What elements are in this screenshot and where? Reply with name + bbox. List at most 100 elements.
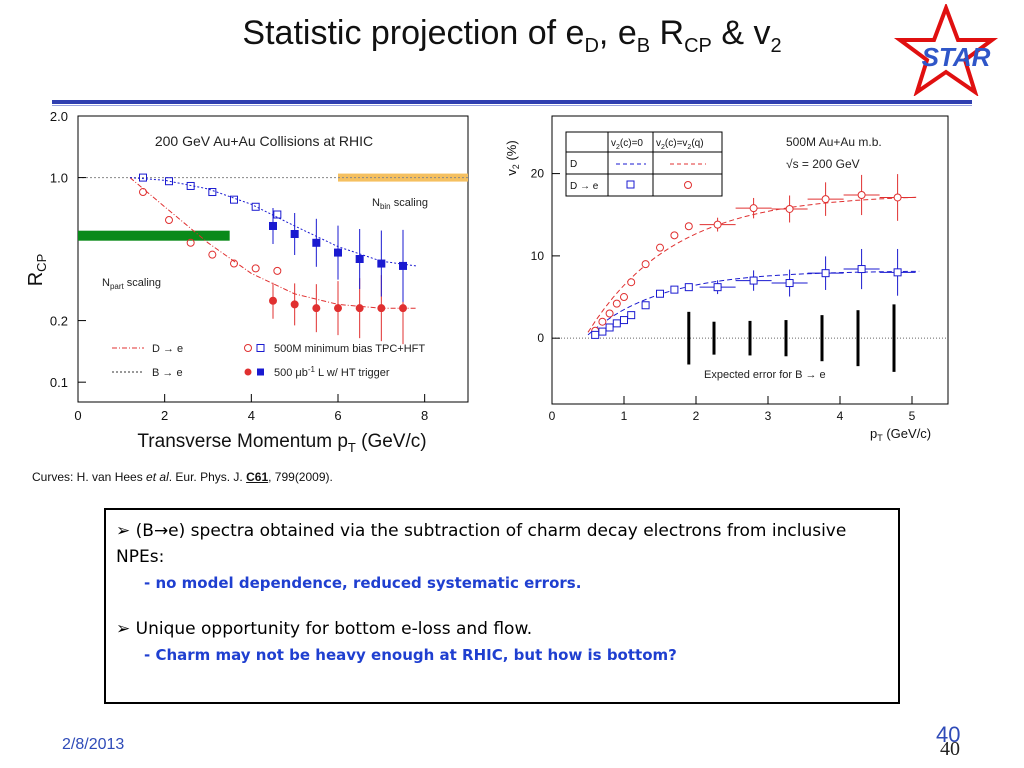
v2-annotation2: √s = 200 GeV bbox=[786, 157, 860, 171]
rcp-legend-filled-red bbox=[244, 368, 252, 376]
rcp-point bbox=[139, 188, 147, 197]
v2-xtick-label: 4 bbox=[837, 409, 844, 423]
v2-point bbox=[656, 289, 664, 298]
rcp-xtick-label: 0 bbox=[74, 408, 81, 423]
v2-xtick-label: 3 bbox=[765, 409, 772, 423]
rcp-point bbox=[230, 195, 238, 204]
rcp-point bbox=[290, 229, 299, 238]
rcp-point bbox=[273, 266, 282, 275]
v2-point bbox=[620, 293, 628, 302]
v2-table-de-blue bbox=[626, 180, 635, 189]
rcp-legend-open-label: 500M minimum bias TPC+HFT bbox=[274, 343, 425, 355]
rcp-legend-d-label: D → e bbox=[152, 343, 183, 355]
rcp-point bbox=[251, 264, 260, 273]
page-number: 40 bbox=[936, 722, 961, 747]
rcp-point bbox=[399, 261, 407, 270]
rcp-title: 200 GeV Au+Au Collisions at RHIC bbox=[155, 133, 373, 149]
bullet-1-sub: - no model dependence, reduced systemati… bbox=[144, 574, 582, 592]
v2-point bbox=[670, 285, 679, 294]
v2-point bbox=[598, 317, 607, 326]
rcp-legend-filled-label: 500 μb-1 L w/ HT trigger bbox=[274, 365, 390, 379]
rcp-point bbox=[139, 173, 147, 182]
rcp-xtick-label: 2 bbox=[161, 408, 168, 423]
rcp-point bbox=[186, 181, 195, 190]
v2-point bbox=[620, 316, 628, 325]
v2-annotation: 500M Au+Au m.b. bbox=[786, 135, 882, 149]
v2-point bbox=[598, 327, 607, 336]
curves-reference: Curves: H. van Hees et al. Eur. Phys. J.… bbox=[32, 470, 333, 484]
rcp-legend-open-blue bbox=[256, 344, 265, 352]
summary-box: ➢ (B→e) spectra obtained via the subtrac… bbox=[104, 508, 900, 704]
v2-point bbox=[857, 265, 866, 274]
v2-point bbox=[785, 279, 794, 288]
star-icon bbox=[893, 4, 999, 96]
rcp-point bbox=[399, 304, 407, 313]
v2-point bbox=[785, 204, 794, 213]
v2-ytick-label: 10 bbox=[531, 249, 545, 263]
star-logo-text: STAR bbox=[922, 42, 991, 72]
v2-xlabel: pT (GeV/c) bbox=[870, 426, 931, 443]
v2-point bbox=[857, 190, 866, 199]
rcp-point bbox=[273, 210, 282, 219]
rcp-xlabel: Transverse Momentum pT (GeV/c) bbox=[137, 431, 426, 455]
footer-date: 2/8/2013 bbox=[62, 736, 125, 753]
v2-point bbox=[612, 299, 621, 308]
bullet-1: ➢ (B→e) spectra obtained via the subtrac… bbox=[116, 521, 847, 567]
v2-point bbox=[641, 301, 650, 310]
v2-point bbox=[605, 309, 614, 318]
star-logo: STAR bbox=[893, 4, 999, 96]
rcp-chart: 200 GeV Au+Au Collisions at RHIC 0 2 4 6 8 2.… bbox=[25, 109, 469, 455]
rcp-ytick-label: 2.0 bbox=[50, 109, 68, 124]
rcp-d-curve bbox=[129, 177, 416, 309]
rcp-legend-filled-blue bbox=[257, 368, 264, 376]
rcp-xtick-label: 4 bbox=[248, 408, 255, 423]
v2-point bbox=[684, 283, 693, 292]
rcp-point bbox=[377, 304, 386, 313]
rcp-band-npart: Npart scaling bbox=[102, 277, 161, 291]
v2-point bbox=[684, 222, 693, 231]
rcp-point bbox=[269, 296, 277, 305]
v2-point bbox=[713, 283, 722, 292]
bullet-2: ➢ Unique opportunity for bottom e-loss a… bbox=[116, 619, 533, 639]
slide-title: Statistic projection of eD, eB RCP & v2 bbox=[242, 14, 782, 57]
rcp-point bbox=[208, 188, 217, 197]
rcp-point bbox=[312, 238, 321, 247]
v2-table-de-red bbox=[684, 181, 692, 189]
v2-point bbox=[821, 195, 830, 204]
v2-table-h1: v2(c)=0 bbox=[611, 138, 643, 151]
rcp-ytick-label: 0.1 bbox=[50, 375, 68, 390]
rcp-ytick-label: 0.2 bbox=[50, 314, 68, 329]
rcp-point bbox=[334, 304, 342, 313]
rcp-point bbox=[312, 304, 321, 313]
v2-point bbox=[627, 278, 636, 287]
v2-point bbox=[591, 330, 600, 339]
rcp-point bbox=[165, 177, 173, 186]
rcp-point bbox=[355, 304, 364, 313]
rcp-legend-open-red bbox=[244, 344, 252, 352]
rcp-point bbox=[269, 221, 277, 230]
rcp-plot-frame bbox=[77, 115, 469, 403]
rcp-npart-band bbox=[78, 230, 230, 241]
v2-point bbox=[627, 311, 636, 320]
v2-point bbox=[656, 243, 664, 252]
v2-ytick-label: 20 bbox=[531, 167, 545, 181]
rcp-point bbox=[208, 250, 217, 259]
v2-table-row-d: D bbox=[570, 159, 577, 170]
rcp-point bbox=[334, 248, 342, 257]
title-rule bbox=[52, 100, 972, 104]
v2-xtick-label: 1 bbox=[621, 409, 628, 423]
v2-xtick-label: 2 bbox=[693, 409, 700, 423]
v2-ylabel: v2 (%) bbox=[504, 140, 521, 175]
rcp-point bbox=[290, 300, 299, 309]
v2-xtick-label: 0 bbox=[549, 409, 556, 423]
rcp-ylabel: RCP bbox=[25, 254, 49, 287]
v2-point bbox=[641, 260, 650, 269]
v2-legend-table: v2(c)=0 v2(c)=v2(q) D D → e bbox=[565, 131, 723, 197]
rcp-legend-b-label: B → e bbox=[152, 367, 183, 379]
v2-point bbox=[713, 220, 722, 229]
v2-point bbox=[670, 231, 679, 240]
bullet-2-sub: - Charm may not be heavy enough at RHIC,… bbox=[144, 646, 677, 664]
title-rule-light bbox=[52, 105, 972, 106]
v2-point bbox=[893, 193, 902, 202]
